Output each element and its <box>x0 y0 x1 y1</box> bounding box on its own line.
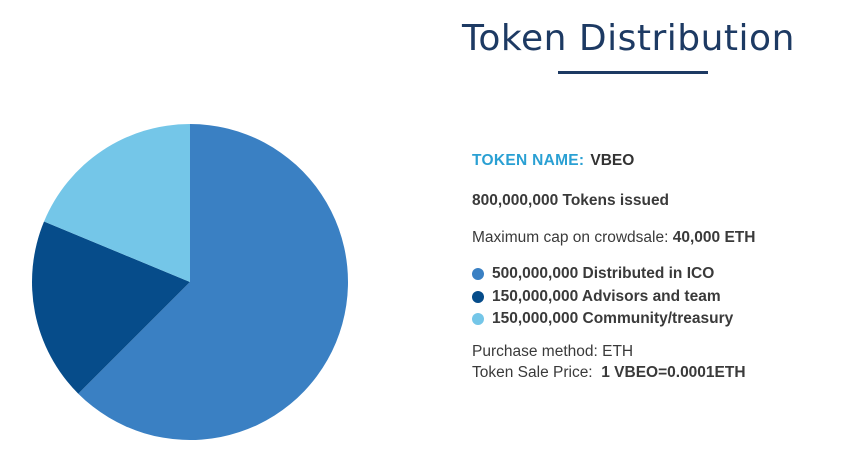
chart-legend: 500,000,000 Distributed in ICO 150,000,00… <box>472 263 733 331</box>
pie-chart <box>32 124 348 440</box>
title-underline <box>558 71 708 74</box>
max-cap-row: Maximum cap on crowdsale: 40,000 ETH <box>472 229 755 247</box>
max-cap-label: Maximum cap on crowdsale: <box>472 229 669 246</box>
pie-slice-2 <box>44 124 190 282</box>
legend-item: 150,000,000 Community/treasury <box>472 308 733 331</box>
legend-swatch <box>472 313 484 326</box>
token-sale-price: Token Sale Price: 1 VBEO=0.0001ETH <box>472 364 746 382</box>
tokens-issued: 800,000,000 Tokens issued <box>472 192 670 209</box>
page-title: Token Distribution <box>462 18 795 59</box>
price-label: Token Sale Price: <box>472 364 602 381</box>
legend-swatch <box>472 268 484 281</box>
legend-label: 150,000,000 Community/treasury <box>492 310 734 328</box>
token-name-label: TOKEN NAME: <box>472 152 585 169</box>
token-name-value: VBEO <box>590 152 635 169</box>
legend-label: 150,000,000 Advisors and team <box>492 287 721 305</box>
price-value: 1 VBEO=0.0001ETH <box>601 364 746 381</box>
purchase-method: Purchase method: ETH <box>472 343 634 360</box>
legend-item: 500,000,000 Distributed in ICO <box>472 263 733 286</box>
token-name-row: TOKEN NAME: VBEO <box>472 152 634 170</box>
pie-slice-1 <box>32 221 191 394</box>
legend-swatch <box>472 290 484 303</box>
legend-item: 150,000,000 Advisors and team <box>472 286 733 309</box>
pie-slice-0 <box>78 124 348 440</box>
legend-label: 500,000,000 Distributed in ICO <box>492 265 715 283</box>
max-cap-value: 40,000 ETH <box>672 229 756 246</box>
